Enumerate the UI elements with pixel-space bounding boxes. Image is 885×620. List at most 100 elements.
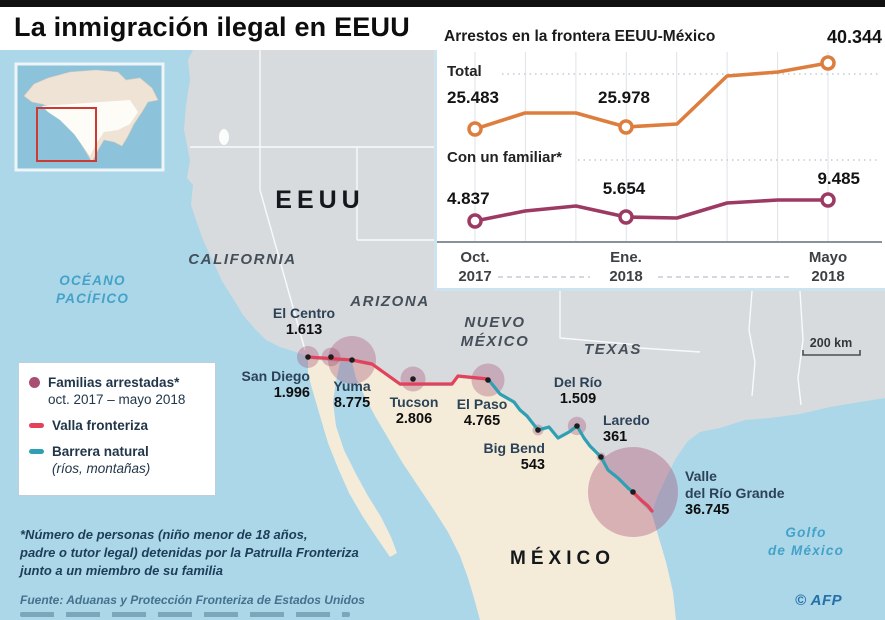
legend-natural-label: Barrera natural [52,444,149,459]
dot-el-centro [328,354,334,360]
state-borders [190,50,804,406]
legend-item-natural-barrier: Barrera natural (ríos, montañas) [29,443,205,477]
total-value-mayo: 40.344 [826,27,882,47]
city-label-big-bend: Big Bend 543 [455,440,545,474]
inset-focus-rectangle [36,107,97,162]
city-name: San Diego [241,368,310,384]
city-name: Del Río [553,374,603,390]
gulf-label-line: de México [767,543,845,558]
scale-label: 200 km [809,336,853,350]
city-name: Laredo [603,412,650,428]
familiar-series-markers [467,192,836,229]
source-line-cutoff [20,612,350,617]
dot-big-bend [535,427,541,433]
city-value: 1.509 [559,391,597,407]
x-label-year: 2018 [811,268,845,285]
gulf-label-golfo-de-mexico: Golfo de México [750,524,862,560]
dot-del-rio [574,423,580,429]
legend-item-families: Familias arrestadas* oct. 2017 – mayo 20… [29,374,205,408]
dot-el-paso [485,377,491,383]
scale-bar [802,350,861,356]
x-label-month: Mayo [808,249,848,266]
total-marker-mayo [820,55,836,71]
city-name: Tucson [389,394,439,410]
x-axis-label-ene-2018: Ene. 2018 [591,248,661,286]
familiar-marker-mayo [820,192,836,208]
x-label-month: Oct. [460,249,490,266]
familiar-marker-oct [467,213,483,229]
city-name: Big Bend [483,440,545,456]
country-label-eeuu: EEUU [275,186,365,214]
state-label-line: NUEVO [464,314,526,331]
total-value-ene: 25.978 [598,88,650,107]
state-label-arizona: ARIZONA [350,293,430,310]
chart-panel-edge [434,50,885,291]
chart-panel [434,7,885,291]
legend-families-period: oct. 2017 – mayo 2018 [48,392,186,407]
total-marker-oct [467,121,483,137]
total-series-label: Total [447,63,482,80]
inset-locator-map [14,62,165,172]
legend-fence-label: Valla fronteriza [52,418,149,433]
legend-item-fence: Valla fronteriza [29,417,205,434]
x-label-month: Ene. [610,249,642,266]
city-label-el-centro: El Centro 1.613 [256,305,352,339]
city-dots [305,354,636,495]
baja-california-landmass [308,359,397,557]
city-label-yuma: Yuma 8.775 [304,378,400,412]
city-label-del-rio: Del Río 1.509 [530,374,626,408]
city-name: El Paso [456,396,508,412]
city-value: 1.613 [285,322,323,338]
city-value: 36.745 [685,502,730,518]
footnote-line: junto a un miembro de su familia [20,563,223,578]
city-value: 543 [520,457,545,473]
city-value: 4.765 [463,413,501,429]
familiar-value-mayo: 9.485 [817,169,860,188]
city-value: 1.996 [273,385,310,401]
natural-barrier-line [486,377,636,495]
city-label-tucson: Tucson 2.806 [366,394,462,428]
familiar-series-label: Con un familiar* [447,149,563,166]
city-value: 8.775 [333,395,371,411]
x-axis-label-mayo-2018: Mayo 2018 [793,248,863,286]
inset-united-states [42,100,138,156]
footnote: *Número de personas (niño menor de 18 añ… [20,526,440,580]
city-name: del Río Grande [685,485,785,501]
source-line: Fuente: Aduanas y Protección Fronteriza … [20,593,365,607]
x-label-year: 2018 [609,268,643,285]
state-label-texas: TEXAS [583,341,642,358]
city-name: El Centro [272,305,336,321]
total-series-markers [467,55,836,137]
total-series-line [473,61,830,131]
footnote-line: padre o tutor legal) detenidas por la Pa… [20,545,359,560]
city-label-el-paso: El Paso 4.765 [434,396,530,430]
mexico-landmass [352,362,676,620]
familiar-series-line [473,198,830,223]
dot-laredo [598,454,604,460]
state-label-california: CALIFORNIA [188,251,297,268]
legend-natural-text: Barrera natural (ríos, montañas) [52,443,150,477]
x-label-year: 2017 [458,268,492,285]
dot-yuma [349,357,355,363]
afp-credit: © AFP [795,592,843,609]
fence-line-icon [29,423,44,428]
city-value: 361 [603,429,628,445]
familiar-marker-ene [618,209,634,225]
ocean-label-pacifico: OCÉANO PACÍFICO [40,272,145,308]
page-title: La inmigración ilegal en EEUU [14,12,410,42]
ocean-label-line: PACÍFICO [55,291,130,306]
border-fence-line-tail [632,491,654,513]
state-label-nuevo-mexico: NUEVO MÉXICO [445,313,545,351]
state-label-line: MÉXICO [460,333,530,350]
country-label-mexico: MÉXICO [510,548,615,569]
x-axis-label-oct-2017: Oct. 2017 [440,248,510,286]
dotted-leaders [502,73,878,161]
legend-families-label: Familias arrestadas* [48,375,180,390]
map-legend: Familias arrestadas* oct. 2017 – mayo 20… [18,362,216,496]
familiar-value-ene: 5.654 [602,179,646,198]
ocean-label-line: OCÉANO [59,273,126,288]
great-salt-lake [219,129,229,145]
footnote-line: *Número de personas (niño menor de 18 añ… [20,527,308,542]
